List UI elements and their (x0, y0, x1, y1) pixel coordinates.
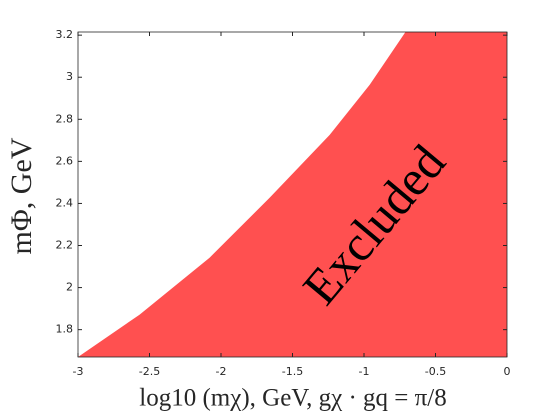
y-tick-label: 3.2 (56, 28, 74, 41)
x-tick-label: -1.5 (282, 365, 303, 378)
x-axis-label: log10 (mχ), GeV, gχ · gq = π/8 (139, 385, 446, 412)
y-axis-label: mΦ, GeV (5, 137, 38, 254)
x-tick-label: -1 (359, 365, 370, 378)
y-tick-label: 2.8 (56, 112, 74, 125)
y-tick-label: 2.4 (56, 196, 74, 209)
y-tick-label: 2.2 (56, 239, 74, 252)
excluded-region (78, 32, 507, 357)
x-tick-label: 0 (504, 365, 511, 378)
y-tick-label: 1.8 (56, 323, 74, 336)
y-tick-label: 2 (66, 281, 73, 294)
x-tick-label: -3 (73, 365, 84, 378)
x-tick-label: -0.5 (425, 365, 446, 378)
x-tick-label: -2 (216, 365, 227, 378)
y-tick-label: 3 (66, 70, 73, 83)
x-tick-label: -2.5 (139, 365, 160, 378)
y-tick-label: 2.6 (56, 154, 74, 167)
